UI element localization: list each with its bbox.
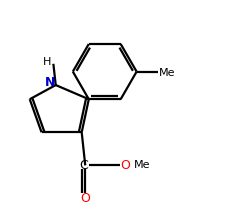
Text: O: O — [121, 158, 130, 171]
Text: Me: Me — [134, 159, 150, 169]
Text: N: N — [45, 76, 55, 89]
Text: O: O — [80, 191, 90, 204]
Text: H: H — [43, 57, 52, 67]
Text: C: C — [80, 158, 88, 171]
Text: Me: Me — [159, 67, 176, 77]
